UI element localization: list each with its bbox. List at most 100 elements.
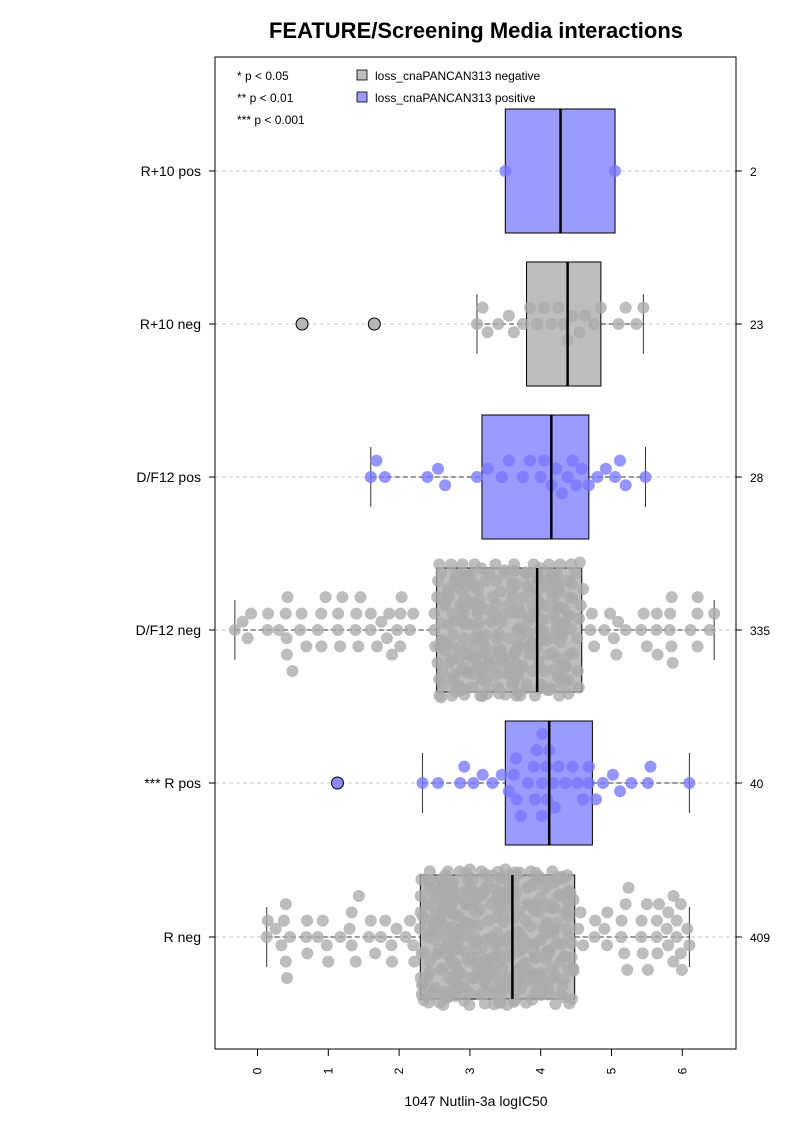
data-point: [472, 617, 485, 630]
data-point: [279, 955, 292, 968]
data-point: [636, 947, 649, 960]
data-point: [502, 454, 515, 467]
data-point: [509, 993, 522, 1006]
data-point: [520, 567, 533, 580]
group-5: [215, 863, 736, 1011]
data-point: [507, 768, 520, 781]
data-point: [322, 955, 335, 968]
data-point: [496, 962, 509, 975]
data-point: [665, 591, 678, 604]
data-point: [536, 727, 549, 740]
data-point: [545, 318, 558, 330]
data-point: [499, 165, 512, 177]
data-point: [315, 607, 328, 620]
data-point: [371, 640, 384, 653]
data-point: [467, 777, 480, 789]
data-point: [228, 624, 241, 636]
data-point: [635, 931, 648, 943]
data-point: [598, 922, 611, 935]
data-point: [507, 326, 520, 339]
data-point: [416, 777, 429, 789]
data-point: [261, 914, 274, 927]
data-point: [520, 678, 533, 691]
data-point: [553, 586, 566, 599]
data-point: [684, 624, 697, 636]
data-point: [538, 454, 551, 467]
data-point: [375, 615, 388, 628]
data-point: [582, 479, 595, 492]
data-point: [269, 922, 282, 935]
data-point: [675, 963, 688, 976]
data-point: [555, 938, 568, 951]
data-point: [345, 939, 358, 952]
data-point: [424, 874, 437, 887]
data-point: [458, 688, 471, 701]
data-point: [261, 624, 274, 636]
group-label: R neg: [164, 929, 201, 945]
data-point: [279, 898, 292, 911]
group-4: [215, 720, 736, 846]
data-point: [499, 688, 512, 701]
data-point: [630, 318, 643, 330]
data-point: [530, 744, 543, 757]
data-point: [641, 777, 654, 789]
group-count: 2: [750, 165, 757, 179]
data-point: [404, 914, 417, 927]
data-point: [604, 607, 617, 620]
data-point: [574, 599, 587, 612]
data-point: [394, 640, 407, 653]
data-point: [423, 955, 436, 968]
chart-title: FEATURE/Screening Media interactions: [269, 18, 683, 43]
data-point: [639, 471, 652, 483]
data-point: [665, 640, 678, 653]
data-point: [562, 910, 575, 923]
data-point: [578, 309, 591, 322]
data-point: [495, 989, 508, 1002]
data-point: [559, 659, 572, 672]
data-point: [683, 939, 696, 952]
data-point: [415, 873, 428, 886]
data-point: [473, 593, 486, 606]
data-point: [422, 898, 435, 911]
group-count: 409: [750, 931, 770, 945]
data-point: [352, 640, 365, 653]
legend-swatch-negative: [356, 69, 368, 81]
data-point: [615, 931, 628, 943]
x-tick-label: 4: [534, 1067, 548, 1074]
data-point: [615, 914, 628, 927]
data-point: [559, 777, 572, 789]
data-point: [619, 479, 632, 492]
data-point: [521, 777, 534, 789]
data-point: [564, 622, 577, 635]
data-point: [280, 648, 293, 661]
data-point: [481, 687, 494, 700]
data-point: [653, 898, 666, 911]
outlier-point: [367, 317, 381, 331]
data-point: [514, 641, 527, 654]
x-tick-label: 1: [321, 1067, 335, 1074]
data-point: [331, 624, 344, 636]
data-point: [379, 914, 392, 927]
group-label: R+10 neg: [140, 316, 201, 332]
data-point: [494, 585, 507, 598]
data-point: [395, 591, 408, 604]
data-point: [670, 931, 683, 943]
data-point: [300, 640, 313, 653]
data-point: [349, 624, 362, 636]
data-point: [566, 760, 579, 773]
data-point: [436, 679, 449, 692]
data-point: [245, 607, 258, 620]
data-point: [454, 966, 467, 979]
data-point: [458, 760, 471, 773]
legend: loss_cnaPANCAN313 negative loss_cnaPANCA…: [356, 69, 541, 105]
data-point: [619, 301, 632, 314]
data-point: [607, 632, 620, 645]
data-point: [588, 640, 601, 653]
data-point: [588, 931, 601, 943]
data-point: [513, 866, 526, 879]
data-point: [479, 628, 492, 641]
data-point: [443, 591, 456, 604]
data-point: [301, 947, 314, 960]
data-point: [569, 567, 582, 580]
data-point: [551, 569, 564, 582]
